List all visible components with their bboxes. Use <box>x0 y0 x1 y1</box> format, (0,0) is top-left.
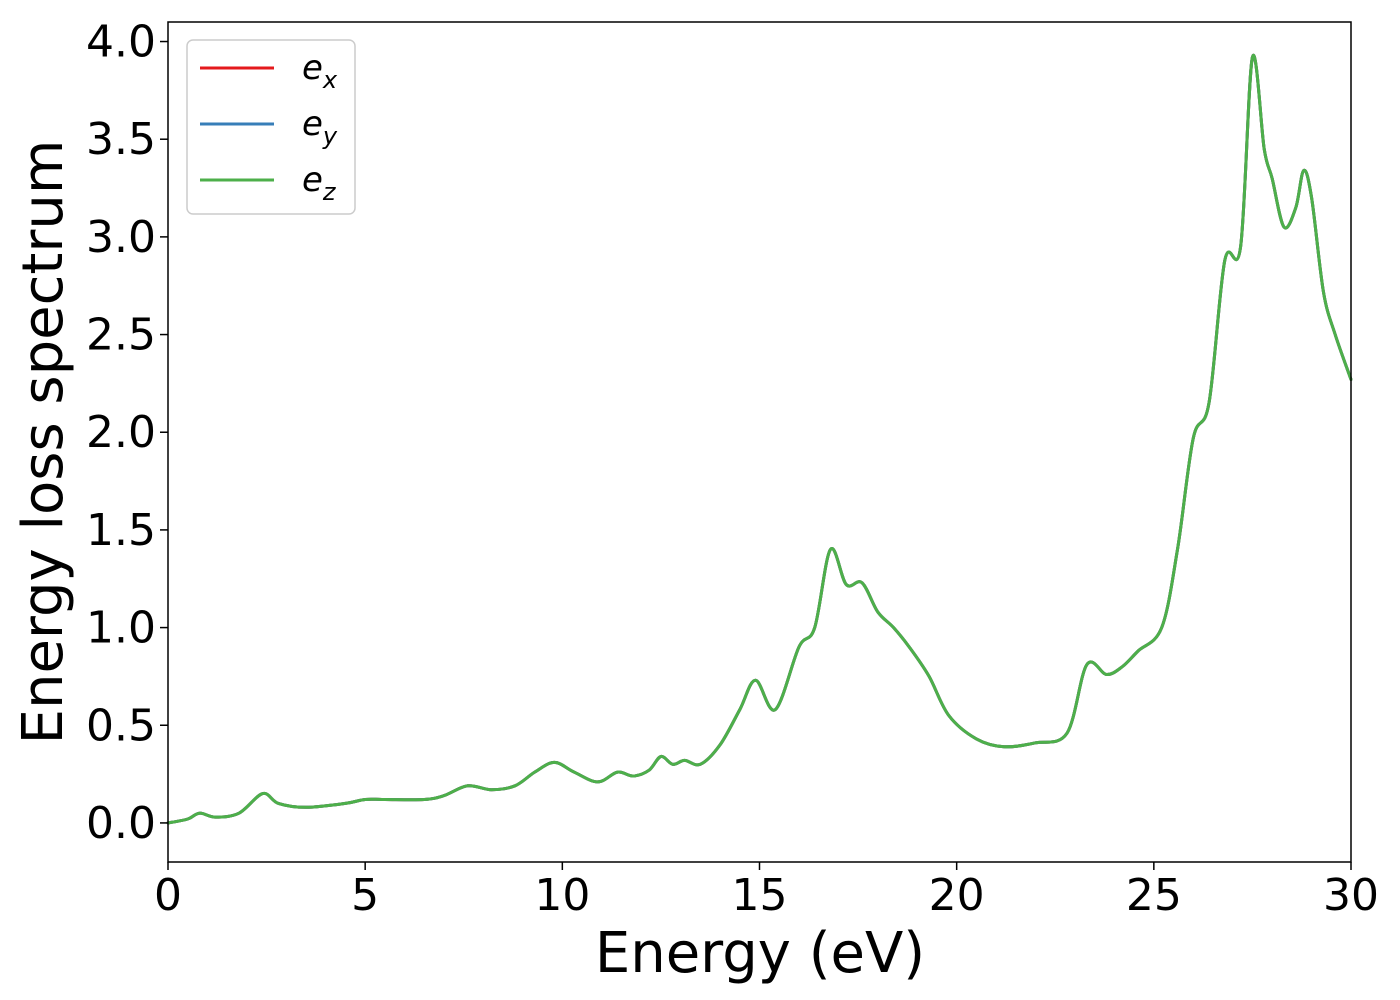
y-tick-label: 3.0 <box>86 212 156 263</box>
y-tick-label: 4.0 <box>86 17 156 68</box>
series-line-z <box>166 53 1353 825</box>
y-tick-label: 2.0 <box>86 407 156 458</box>
y-tick-label: 1.5 <box>86 505 156 556</box>
x-tick-label: 10 <box>534 870 590 921</box>
y-tick-label: 0.5 <box>86 700 156 751</box>
x-tick-label: 0 <box>154 870 182 921</box>
y-axis: 0.0 0.5 1.0 1.5 2.0 2.5 3.0 3.5 4.0 <box>86 17 168 849</box>
y-tick-label: 1.0 <box>86 603 156 654</box>
legend-box <box>186 39 356 215</box>
x-tick-label: 15 <box>732 870 788 921</box>
x-axis-label: Energy (eV) <box>595 921 925 986</box>
series-layer <box>166 53 1353 825</box>
x-axis: 0 5 10 15 20 25 30 <box>154 862 1379 921</box>
y-tick-label: 0.0 <box>86 798 156 849</box>
y-tick-label: 2.5 <box>86 310 156 361</box>
x-tick-label: 20 <box>929 870 985 921</box>
x-tick-label: 25 <box>1126 870 1182 921</box>
y-tick-label: 3.5 <box>86 114 156 165</box>
y-axis-label: Energy loss spectrum <box>11 140 76 745</box>
x-tick-label: 30 <box>1323 870 1379 921</box>
x-tick-label: 5 <box>351 870 379 921</box>
